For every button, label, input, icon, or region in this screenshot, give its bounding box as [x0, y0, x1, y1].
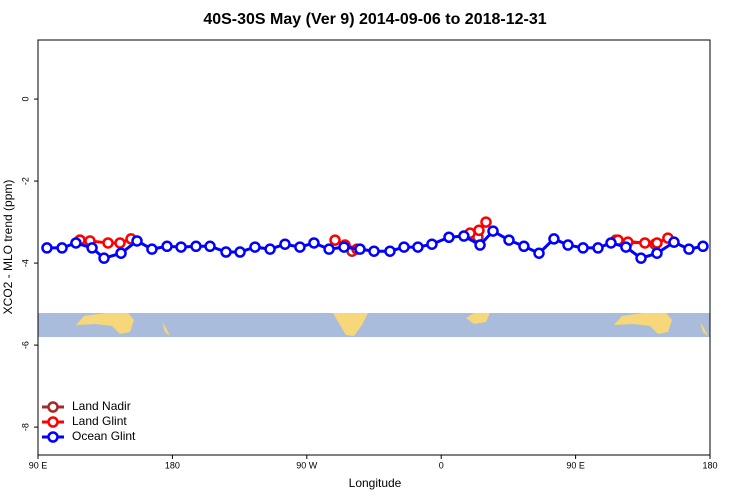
point [86, 242, 98, 254]
x-tick-label: 90 E [566, 460, 585, 470]
point [294, 241, 306, 253]
legend-label: Land Nadir [72, 399, 131, 413]
point [620, 241, 632, 253]
point [264, 243, 276, 255]
point [458, 230, 470, 242]
legend-marker [47, 416, 59, 428]
point [204, 240, 216, 253]
point [98, 252, 110, 264]
legend-label: Ocean Glint [72, 429, 136, 443]
point [605, 237, 617, 249]
y-tick-label: -2 [20, 177, 30, 185]
point [102, 237, 114, 249]
point [70, 237, 82, 249]
point [131, 235, 143, 247]
point [338, 241, 350, 253]
point [146, 243, 158, 255]
legend-marker [47, 431, 59, 443]
point [368, 245, 380, 257]
point [635, 252, 647, 264]
point [398, 241, 410, 253]
point [533, 247, 545, 259]
x-tick-label: 180 [702, 460, 717, 470]
x-axis-label: Longitude [349, 476, 402, 490]
point [175, 241, 187, 253]
point [354, 243, 366, 255]
point [426, 238, 438, 250]
point [115, 247, 127, 259]
plot-frame [37, 39, 711, 456]
point [697, 240, 709, 253]
point [443, 231, 455, 243]
y-tick-label: -4 [20, 259, 30, 267]
point [503, 234, 515, 246]
x-tick-label: 90 W [296, 460, 318, 470]
point [190, 240, 202, 253]
y-tick-label: 0 [20, 97, 30, 102]
x-tick-label: 180 [165, 460, 180, 470]
point [279, 238, 291, 250]
point [639, 237, 651, 249]
point [474, 239, 486, 251]
y-tick-label: -6 [20, 341, 30, 349]
point [56, 242, 68, 254]
point [683, 243, 695, 255]
point [548, 233, 560, 245]
point [668, 236, 680, 248]
point [487, 225, 499, 237]
point [329, 234, 341, 246]
point [518, 240, 530, 253]
point [651, 247, 663, 259]
x-tick-label: 0 [439, 460, 444, 470]
point [412, 241, 424, 253]
legend-label: Land Glint [72, 414, 127, 428]
point [384, 245, 396, 257]
point [562, 239, 574, 251]
point [41, 242, 53, 254]
y-tick-label: -8 [20, 423, 30, 431]
point [480, 216, 492, 228]
chart-title: 40S-30S May (Ver 9) 2014-09-06 to 2018-1… [203, 11, 546, 28]
point [473, 224, 485, 237]
y-axis-label: XCO2 - MLO trend (ppm) [1, 180, 15, 315]
legend-marker [47, 401, 59, 413]
point [161, 240, 173, 253]
point [234, 246, 246, 258]
point [577, 242, 589, 254]
point [114, 237, 126, 249]
map-strip [38, 313, 710, 337]
point [249, 241, 261, 253]
x-tick-label: 90 E [29, 460, 48, 470]
point [323, 243, 335, 255]
point [220, 246, 232, 258]
point [651, 237, 663, 249]
point [592, 242, 604, 254]
point [308, 237, 320, 249]
